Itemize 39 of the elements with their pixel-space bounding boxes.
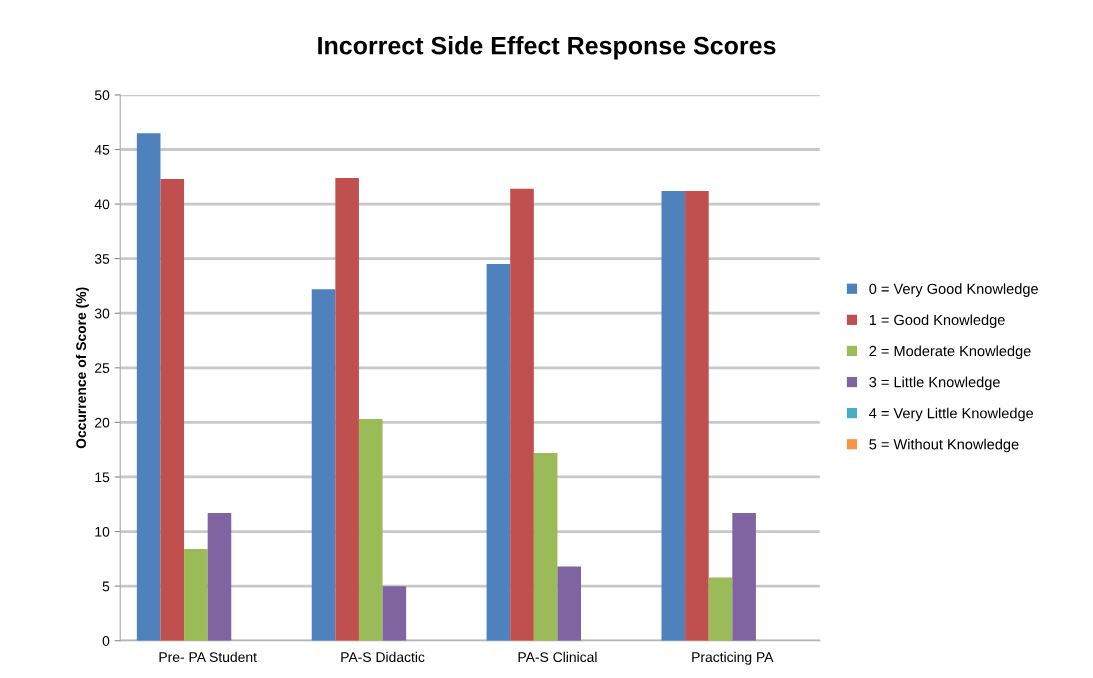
x-tick-label: PA-S Clinical (518, 651, 597, 663)
y-tick-label: 30 (94, 308, 110, 319)
bar (732, 513, 756, 641)
bar (160, 178, 185, 641)
y-tick-label: 50 (94, 90, 110, 101)
bar (184, 549, 208, 641)
y-tick-label: 35 (94, 253, 110, 264)
legend-label: 4 = Very Little Knowledge (869, 407, 1034, 422)
y-tick-label: 25 (95, 363, 110, 373)
legend-label: 0 = Very Good Knowledge (869, 283, 1038, 297)
y-axis-title: Occurrence of Score (%) (75, 287, 89, 449)
legend-label: 1 = Good Knowledge (869, 314, 1005, 328)
legend-label: 3 = Little Knowledge (869, 376, 1000, 391)
bar (685, 190, 709, 641)
legend-label: 5 = Without Knowledge (869, 438, 1019, 453)
y-tick-label: 20 (95, 417, 110, 428)
y-tick-label: 15 (95, 472, 110, 483)
bar (486, 264, 511, 641)
y-tick-label: 5 (102, 581, 110, 592)
bar (136, 133, 161, 641)
y-tick-label: 0 (102, 636, 110, 646)
bar (533, 452, 558, 641)
y-tick-label: 10 (95, 526, 110, 537)
x-tick-label: Practicing PA (692, 651, 774, 665)
bar (335, 177, 359, 641)
y-tick-label: 40 (94, 199, 110, 210)
bar (207, 513, 232, 641)
bar (510, 188, 534, 641)
chart-title: Incorrect Side Effect Response Scores (318, 36, 776, 60)
bar (311, 289, 336, 641)
legend-label: 2 = Moderate Knowledge (869, 345, 1031, 360)
x-tick-label: PA-S Didactic (341, 651, 425, 663)
bar (557, 566, 582, 641)
bar (382, 586, 407, 641)
y-tick-label: 45 (94, 144, 110, 155)
x-tick-label: Pre- PA Student (159, 651, 257, 663)
bar (358, 419, 383, 641)
bar (708, 577, 733, 641)
bar (661, 190, 686, 641)
